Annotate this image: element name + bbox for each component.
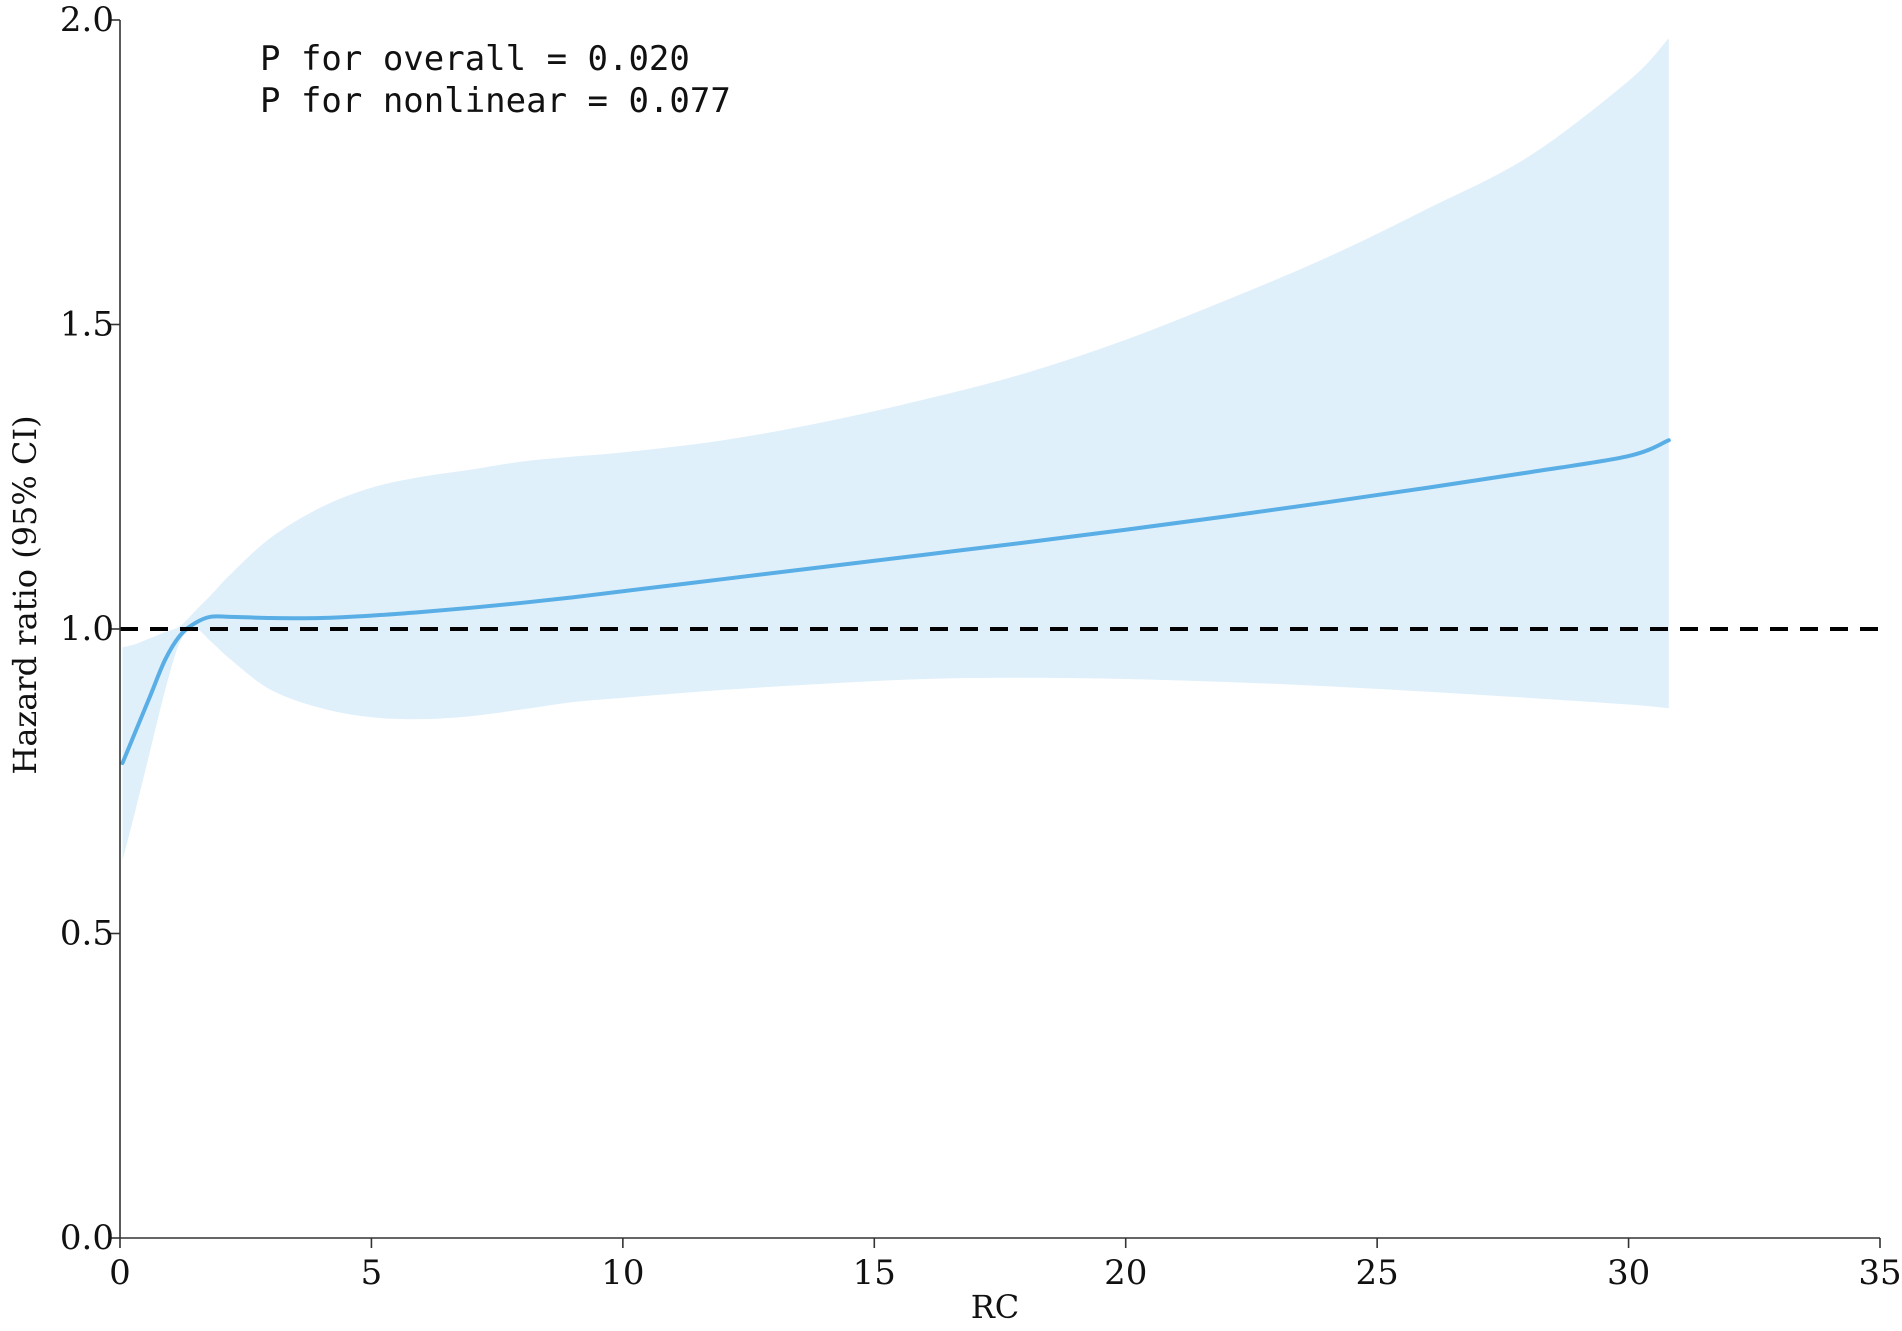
- x-tick-label: 5: [361, 1253, 383, 1293]
- x-tick-label: 20: [1104, 1253, 1147, 1293]
- curve-layer: [120, 438, 1880, 765]
- y-tick-label: 1.5: [60, 305, 114, 345]
- x-tick-label: 10: [601, 1253, 644, 1293]
- x-tick-label: 35: [1858, 1253, 1901, 1293]
- annotation-p-nonlinear: P for nonlinear = 0.077: [260, 81, 731, 121]
- x-tick-label: 30: [1607, 1253, 1650, 1293]
- ci-band: [122, 38, 1669, 861]
- x-tick-label: 15: [853, 1253, 896, 1293]
- hazard-ratio-curve: [120, 438, 1671, 765]
- y-axis-title: Hazard ratio (95% CI): [6, 415, 44, 774]
- y-tick-label: 2.0: [60, 0, 114, 40]
- x-tick-label: 0: [109, 1253, 131, 1293]
- y-tick-label: 0.5: [60, 914, 114, 954]
- y-tick-label: 0.0: [60, 1218, 114, 1258]
- annotation-p-overall: P for overall = 0.020: [260, 39, 690, 79]
- x-tick-label: 25: [1356, 1253, 1399, 1293]
- y-tick-label: 1.0: [60, 609, 114, 649]
- ci-band-layer: [122, 38, 1669, 861]
- x-axis-title: RC: [971, 1288, 1020, 1326]
- ticks: 0 5 10 15 20 25 30 35 0.0 0.5 1.0 1.5 2.0: [60, 0, 1902, 1293]
